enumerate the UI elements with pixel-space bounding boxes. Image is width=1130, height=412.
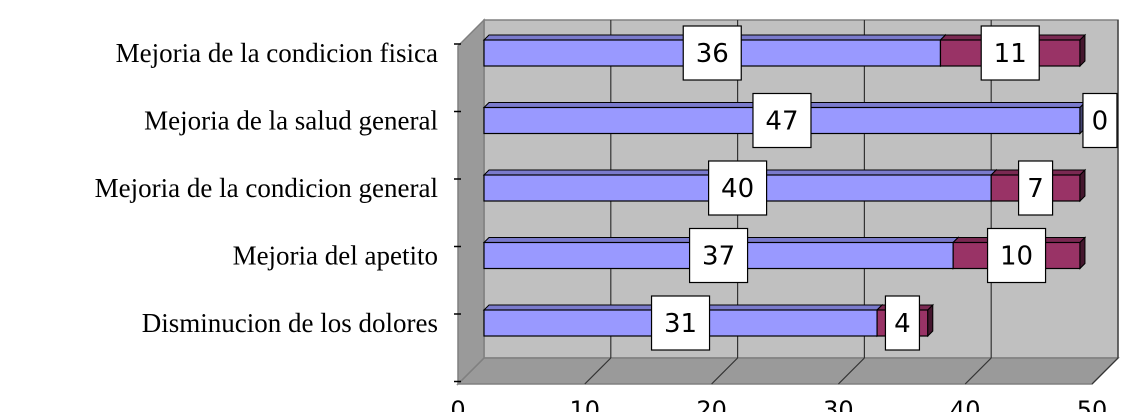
data-label-box bbox=[752, 92, 812, 149]
gridline-floor bbox=[964, 357, 992, 385]
data-label-box bbox=[682, 25, 742, 81]
bar-side-face bbox=[1079, 33, 1086, 68]
data-label-box bbox=[688, 227, 749, 284]
category-labels: Mejoria de la condicion fisica Mejoria de… bbox=[95, 38, 438, 338]
data-label-box bbox=[707, 160, 768, 216]
gridline-floor bbox=[837, 357, 865, 385]
data-label-box bbox=[980, 25, 1040, 81]
bar-side-face bbox=[1079, 168, 1086, 203]
data-label-value: 47 bbox=[765, 107, 798, 137]
data-label-value: 40 bbox=[721, 174, 754, 204]
data-label-value: 0 bbox=[1092, 107, 1109, 137]
plot-side-wall bbox=[457, 18, 485, 386]
data-label-value: 7 bbox=[1027, 174, 1044, 204]
data-label-value: 31 bbox=[664, 309, 697, 339]
data-label: 47 bbox=[752, 92, 812, 149]
bar-side-face bbox=[1079, 236, 1086, 270]
data-label: 4 bbox=[884, 295, 921, 351]
data-label: 36 bbox=[682, 25, 742, 81]
data-label: 11 bbox=[980, 25, 1040, 81]
data-label: 40 bbox=[707, 160, 768, 216]
gridline-floor bbox=[711, 357, 739, 385]
data-label-value: 36 bbox=[696, 39, 729, 69]
data-label-box bbox=[1017, 160, 1054, 216]
gridline-floor bbox=[584, 357, 612, 385]
data-label: 31 bbox=[650, 295, 711, 351]
x-tick-label: 20 bbox=[696, 396, 727, 412]
x-tick-label: 0 bbox=[450, 396, 465, 412]
data-label: 0 bbox=[1082, 92, 1118, 149]
data-label-box bbox=[986, 227, 1047, 284]
category-label: Mejoria de la condicion general bbox=[95, 173, 438, 203]
data-label-box bbox=[650, 295, 711, 351]
x-tick-labels: 0 10 20 30 40 50 bbox=[450, 396, 1107, 412]
data-label: 10 bbox=[986, 227, 1047, 284]
plot-floor bbox=[456, 357, 1120, 385]
x-tick-label: 10 bbox=[570, 396, 601, 412]
data-label-box bbox=[884, 295, 921, 351]
category-label: Disminucion de los dolores bbox=[142, 308, 438, 338]
data-label-box bbox=[1082, 92, 1118, 149]
gridline-floor bbox=[1091, 357, 1119, 385]
data-label: 37 bbox=[688, 227, 749, 284]
data-label-value: 4 bbox=[894, 309, 911, 339]
data-label-value: 10 bbox=[1000, 242, 1033, 272]
data-label: 7 bbox=[1017, 160, 1054, 216]
category-label: Mejoria del apetito bbox=[233, 241, 438, 271]
x-tick-label: 30 bbox=[823, 396, 854, 412]
x-tick-label: 40 bbox=[950, 396, 981, 412]
category-label: Mejoria de la condicion fisica bbox=[116, 38, 438, 68]
data-label-value: 11 bbox=[994, 39, 1027, 69]
data-label-value: 37 bbox=[702, 242, 735, 272]
data-labels: 36 11 47 0 40 7 37 10 31 4 bbox=[650, 25, 1118, 351]
x-tick-label: 50 bbox=[1077, 396, 1108, 412]
bar-side-face bbox=[927, 303, 934, 338]
category-label: Mejoria de la salud general bbox=[144, 106, 438, 136]
